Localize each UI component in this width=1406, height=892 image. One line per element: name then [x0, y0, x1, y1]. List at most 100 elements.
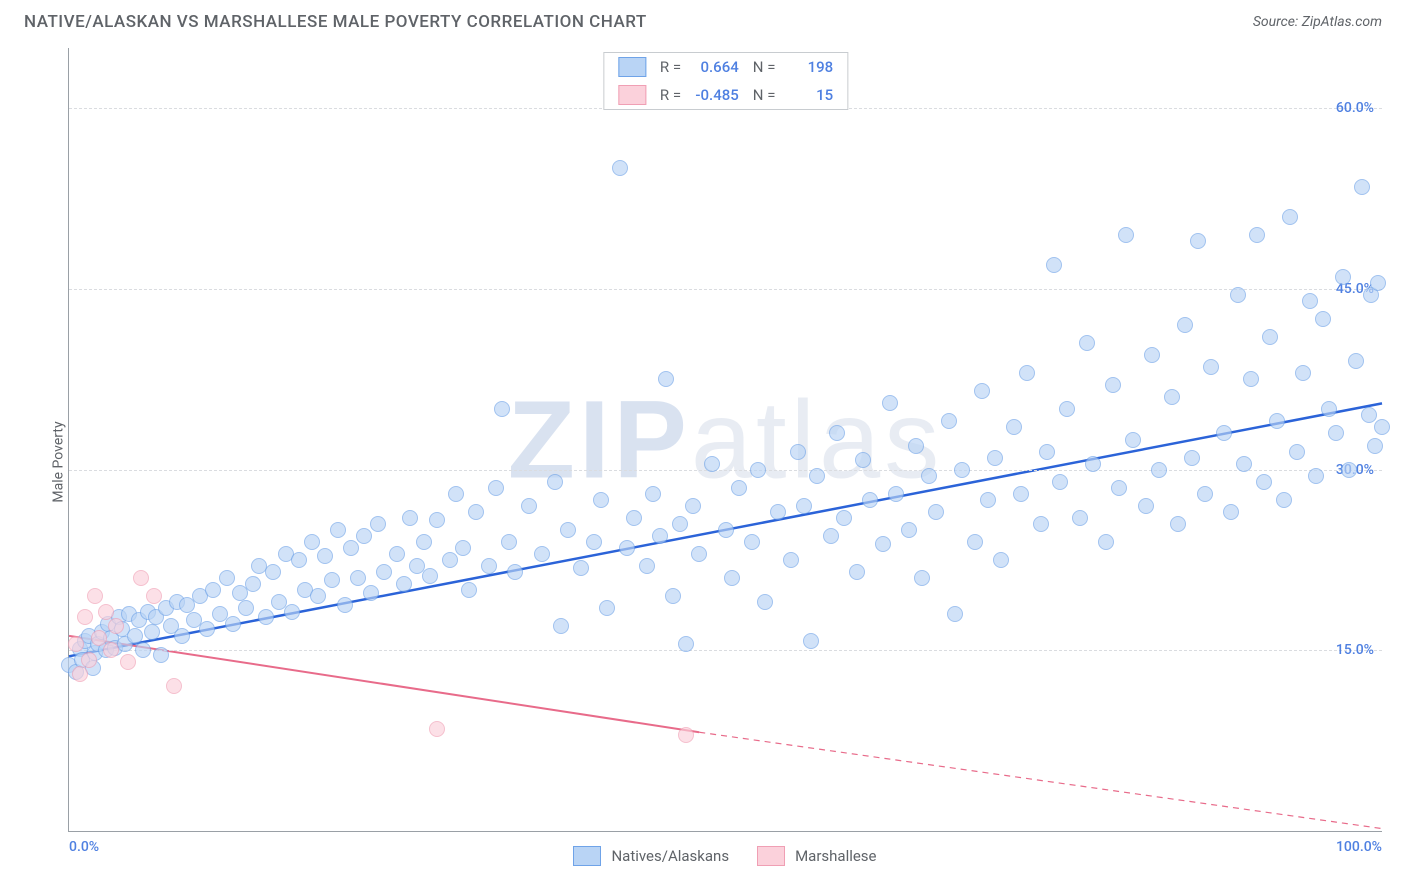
data-point	[120, 654, 136, 670]
data-point	[376, 564, 392, 580]
data-point	[1006, 419, 1022, 435]
gridline	[69, 289, 1382, 290]
data-point	[724, 570, 740, 586]
data-point	[1072, 510, 1088, 526]
data-point	[133, 570, 149, 586]
data-point	[422, 568, 438, 584]
data-point	[849, 564, 865, 580]
data-point	[1111, 480, 1127, 496]
data-point	[363, 585, 379, 601]
data-point	[928, 504, 944, 520]
data-point	[1190, 233, 1206, 249]
data-point	[81, 652, 97, 668]
data-point	[1341, 462, 1357, 478]
data-point	[553, 618, 569, 634]
data-point	[1367, 438, 1383, 454]
data-point	[980, 492, 996, 508]
stats-row-natives: R = 0.664 N = 198	[604, 53, 847, 81]
data-point	[343, 540, 359, 556]
data-point	[1046, 257, 1062, 273]
data-point	[442, 552, 458, 568]
data-point	[685, 498, 701, 514]
data-point	[108, 618, 124, 634]
data-point	[1321, 401, 1337, 417]
data-point	[68, 636, 84, 652]
data-point	[225, 616, 241, 632]
chart-source: Source: ZipAtlas.com	[1253, 14, 1382, 30]
data-point	[199, 621, 215, 637]
data-point	[521, 498, 537, 514]
data-point	[1144, 347, 1160, 363]
data-point	[744, 534, 760, 550]
data-point	[1019, 365, 1035, 381]
data-point	[153, 647, 169, 663]
data-point	[672, 516, 688, 532]
data-point	[770, 504, 786, 520]
data-point	[317, 548, 333, 564]
data-point	[350, 570, 366, 586]
data-point	[1197, 486, 1213, 502]
data-point	[337, 597, 353, 613]
gridline	[69, 650, 1382, 651]
data-point	[1315, 311, 1331, 327]
chart-area: Male Poverty ZIPatlas R = 0.664 N = 198 …	[24, 48, 1382, 876]
data-point	[586, 534, 602, 550]
data-point	[547, 474, 563, 490]
data-point	[1151, 462, 1167, 478]
data-point	[396, 576, 412, 592]
data-point	[1370, 275, 1386, 291]
data-point	[1105, 377, 1121, 393]
data-point	[1184, 450, 1200, 466]
data-point	[1177, 317, 1193, 333]
data-point	[658, 371, 674, 387]
data-point	[560, 522, 576, 538]
swatch-marshallese-icon	[618, 85, 646, 105]
data-point	[599, 600, 615, 616]
swatch-marshallese-icon	[757, 846, 785, 866]
data-point	[402, 510, 418, 526]
data-point	[1223, 504, 1239, 520]
watermark: ZIPatlas	[508, 376, 943, 503]
scatter-plot: ZIPatlas R = 0.664 N = 198 R = -0.485 N …	[68, 48, 1382, 832]
data-point	[947, 606, 963, 622]
data-point	[731, 480, 747, 496]
data-point	[284, 604, 300, 620]
data-point	[1374, 419, 1390, 435]
data-point	[304, 534, 320, 550]
data-point	[1276, 492, 1292, 508]
data-point	[1125, 432, 1141, 448]
data-point	[645, 486, 661, 502]
data-point	[258, 609, 274, 625]
data-point	[836, 510, 852, 526]
data-point	[908, 438, 924, 454]
data-point	[1013, 486, 1029, 502]
data-point	[174, 628, 190, 644]
data-point	[1039, 444, 1055, 460]
data-point	[941, 413, 957, 429]
data-point	[103, 642, 119, 658]
data-point	[974, 383, 990, 399]
data-point	[1348, 353, 1364, 369]
data-point	[678, 636, 694, 652]
data-point	[1079, 335, 1095, 351]
y-tick-label: 60.0%	[1336, 100, 1374, 116]
data-point	[993, 552, 1009, 568]
data-point	[1308, 468, 1324, 484]
legend-item-natives: Natives/Alaskans	[573, 846, 729, 866]
correlation-stats-box: R = 0.664 N = 198 R = -0.485 N = 15	[603, 52, 848, 110]
data-point	[1262, 329, 1278, 345]
data-point	[1230, 287, 1246, 303]
data-point	[882, 395, 898, 411]
data-point	[803, 633, 819, 649]
data-point	[488, 480, 504, 496]
trend-lines	[69, 48, 1382, 831]
stats-row-marshallese: R = -0.485 N = 15	[604, 81, 847, 109]
data-point	[1243, 371, 1259, 387]
data-point	[626, 510, 642, 526]
data-point	[1354, 179, 1370, 195]
data-point	[219, 570, 235, 586]
data-point	[87, 588, 103, 604]
data-point	[665, 588, 681, 604]
data-point	[507, 564, 523, 580]
data-point	[1328, 425, 1344, 441]
